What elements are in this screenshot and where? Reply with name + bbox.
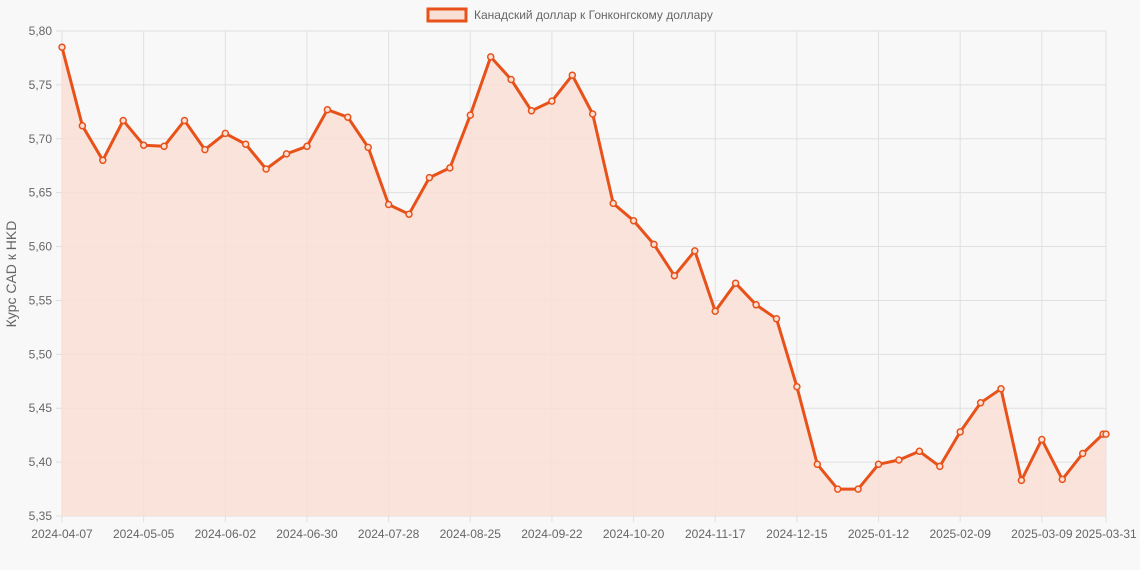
data-point[interactable]: [609, 199, 617, 208]
y-tick-label: 5,75: [29, 78, 53, 92]
data-point[interactable]: [629, 216, 638, 225]
data-point[interactable]: [568, 71, 577, 79]
data-point[interactable]: [793, 382, 801, 391]
y-tick-label: 5,80: [29, 24, 53, 38]
x-tick-label: 2025-03-31: [1075, 527, 1137, 541]
x-tick-label: 2024-04-07: [31, 527, 93, 541]
y-tick-label: 5,55: [29, 293, 53, 307]
x-tick-label: 2024-09-22: [521, 527, 583, 541]
y-tick-label: 5,65: [29, 186, 53, 200]
data-point[interactable]: [58, 43, 66, 51]
x-tick-label: 2024-06-30: [276, 527, 338, 541]
data-point[interactable]: [691, 247, 699, 255]
legend-swatch[interactable]: [426, 7, 468, 23]
y-axis-title: Курс CAD к HKD: [3, 221, 19, 328]
legend[interactable]: Канадский доллар к Гонконгскому доллару: [426, 7, 713, 23]
y-tick-label: 5,35: [29, 509, 53, 523]
data-point[interactable]: [711, 307, 719, 315]
data-point[interactable]: [180, 116, 189, 125]
legend-label[interactable]: Канадский доллар к Гонконгскому доллару: [474, 8, 713, 22]
data-point[interactable]: [1078, 449, 1087, 458]
x-tick-label: 2024-12-15: [766, 527, 828, 541]
data-point[interactable]: [78, 122, 87, 130]
series-area-fill: [62, 47, 1106, 516]
data-point[interactable]: [976, 399, 985, 407]
x-tick-label: 2024-07-28: [358, 527, 420, 541]
x-tick-label: 2025-02-09: [929, 527, 991, 541]
data-point[interactable]: [1017, 476, 1026, 485]
data-point[interactable]: [384, 200, 393, 209]
data-point[interactable]: [548, 97, 556, 105]
data-point[interactable]: [1102, 430, 1110, 438]
data-point[interactable]: [160, 142, 168, 151]
data-point[interactable]: [425, 173, 434, 182]
data-point[interactable]: [241, 140, 250, 148]
x-tick-label: 2024-06-02: [195, 527, 257, 541]
data-point[interactable]: [833, 485, 842, 493]
data-point[interactable]: [201, 145, 209, 154]
data-point[interactable]: [527, 107, 536, 115]
y-axis-ticks: 5,35 5,40 5,45 5,50 5,55 5,60 5,65 5,70 5,75 5,80: [29, 24, 53, 523]
data-point[interactable]: [752, 301, 760, 309]
data-point[interactable]: [282, 150, 291, 158]
data-point[interactable]: [650, 240, 658, 249]
data-point[interactable]: [119, 116, 127, 125]
data-point[interactable]: [303, 142, 311, 151]
data-point[interactable]: [323, 105, 332, 114]
data-point[interactable]: [1058, 475, 1067, 484]
y-tick-label: 5,45: [29, 401, 53, 415]
data-point[interactable]: [588, 110, 597, 118]
data-point[interactable]: [221, 129, 230, 138]
data-point[interactable]: [507, 75, 515, 84]
data-point[interactable]: [466, 111, 475, 119]
data-point[interactable]: [874, 460, 883, 469]
data-point[interactable]: [344, 113, 352, 121]
x-tick-label: 2024-11-17: [685, 527, 746, 541]
data-point[interactable]: [364, 143, 372, 152]
x-tick-label: 2025-03-09: [1011, 527, 1073, 541]
data-point[interactable]: [895, 456, 903, 464]
data-point[interactable]: [486, 53, 495, 61]
y-tick-label: 5,50: [29, 347, 53, 361]
data-point[interactable]: [915, 447, 924, 456]
x-axis-ticks: 2024-04-07 2024-05-05 2024-06-02 2024-06-30…: [31, 527, 1137, 541]
y-tick-label: 5,70: [29, 132, 53, 146]
data-points: [58, 43, 1110, 493]
data-point[interactable]: [1038, 435, 1046, 444]
data-point[interactable]: [405, 210, 413, 218]
x-tick-label: 2025-01-12: [848, 527, 910, 541]
x-tick-label: 2024-08-25: [440, 527, 502, 541]
data-point[interactable]: [813, 460, 822, 469]
data-point[interactable]: [731, 279, 740, 287]
y-tick-label: 5,40: [29, 455, 53, 469]
x-tick-label: 2024-05-05: [113, 527, 175, 541]
data-point[interactable]: [262, 165, 270, 173]
data-point[interactable]: [446, 164, 454, 172]
data-point[interactable]: [772, 315, 781, 323]
data-point[interactable]: [956, 428, 964, 436]
data-point[interactable]: [854, 485, 862, 493]
data-point[interactable]: [936, 462, 944, 471]
data-point[interactable]: [997, 385, 1005, 393]
y-tick-label: 5,60: [29, 240, 53, 254]
x-tick-label: 2024-10-20: [603, 527, 665, 541]
data-point[interactable]: [670, 271, 679, 280]
data-point[interactable]: [139, 141, 148, 149]
data-point[interactable]: [99, 156, 107, 165]
